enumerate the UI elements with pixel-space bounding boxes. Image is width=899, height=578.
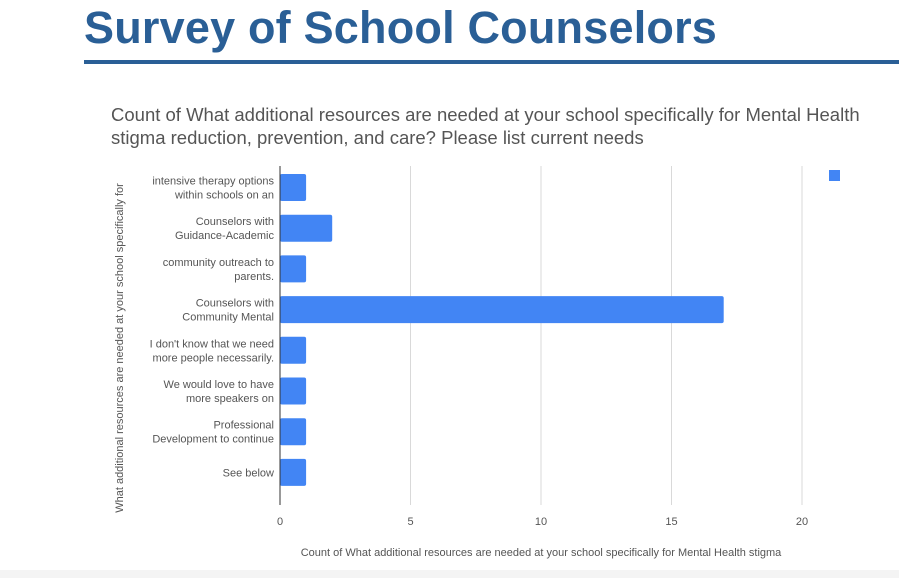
page-title: Survey of School Counselors [84,2,718,53]
x-tick-label: 10 [535,516,547,528]
category-label-line: Community Mental [182,312,274,324]
category-label-line: Development to continue [152,434,274,446]
category-label: Counselors with Community Mental [182,298,274,324]
legend-swatch [829,170,840,181]
category-label: See below [223,467,274,479]
x-tick-label: 20 [796,516,808,528]
category-label: I don't know that we need more people nec… [150,338,274,364]
x-tick-label: 15 [665,516,677,528]
category-label-line: more speakers on [186,393,274,405]
x-tick-label: 0 [277,516,283,528]
category-label-line: Counselors with [196,216,274,228]
gridlines [410,166,803,505]
x-axis-title: Count of What additional resources are n… [301,547,782,559]
bars [280,174,724,486]
category-label-line: I don't know that we need [150,338,274,350]
category-label: We would love to have more speakers on [164,379,274,405]
category-label-line: Professional [213,420,274,432]
category-label: Counselors with Guidance-Academic [175,216,275,242]
bar[interactable] [280,336,307,364]
category-labels: intensive therapy options within schools … [150,176,275,480]
category-label: community outreach to parents. [163,257,274,283]
bar[interactable] [280,377,307,405]
bar[interactable] [280,458,307,486]
footer-strip [0,570,899,578]
x-tick-label: 5 [407,516,413,528]
category-label-line: Guidance-Academic [175,230,275,242]
category-label-line: Counselors with [196,298,274,310]
chart-title: Count of What additional resources are n… [111,104,860,148]
x-tick-labels: 0 5 10 15 20 [277,516,808,528]
bar[interactable] [280,418,307,446]
category-label-line: community outreach to [163,257,274,269]
category-label: intensive therapy options within schools … [152,176,274,202]
category-label-line: See below [223,467,274,479]
category-label-line: within schools on an [174,190,274,202]
title-divider [84,60,899,64]
category-label-line: intensive therapy options [152,176,274,188]
category-label-line: parents. [234,271,274,283]
bar[interactable] [280,296,724,324]
bar[interactable] [280,214,333,242]
category-label: Professional Development to continue [152,420,274,446]
category-label-line: We would love to have [164,379,274,391]
bar[interactable] [280,174,307,201]
category-label-line: more people necessarily. [153,352,274,364]
y-axis-title: What additional resources are needed at … [114,183,126,513]
bar[interactable] [280,255,307,283]
